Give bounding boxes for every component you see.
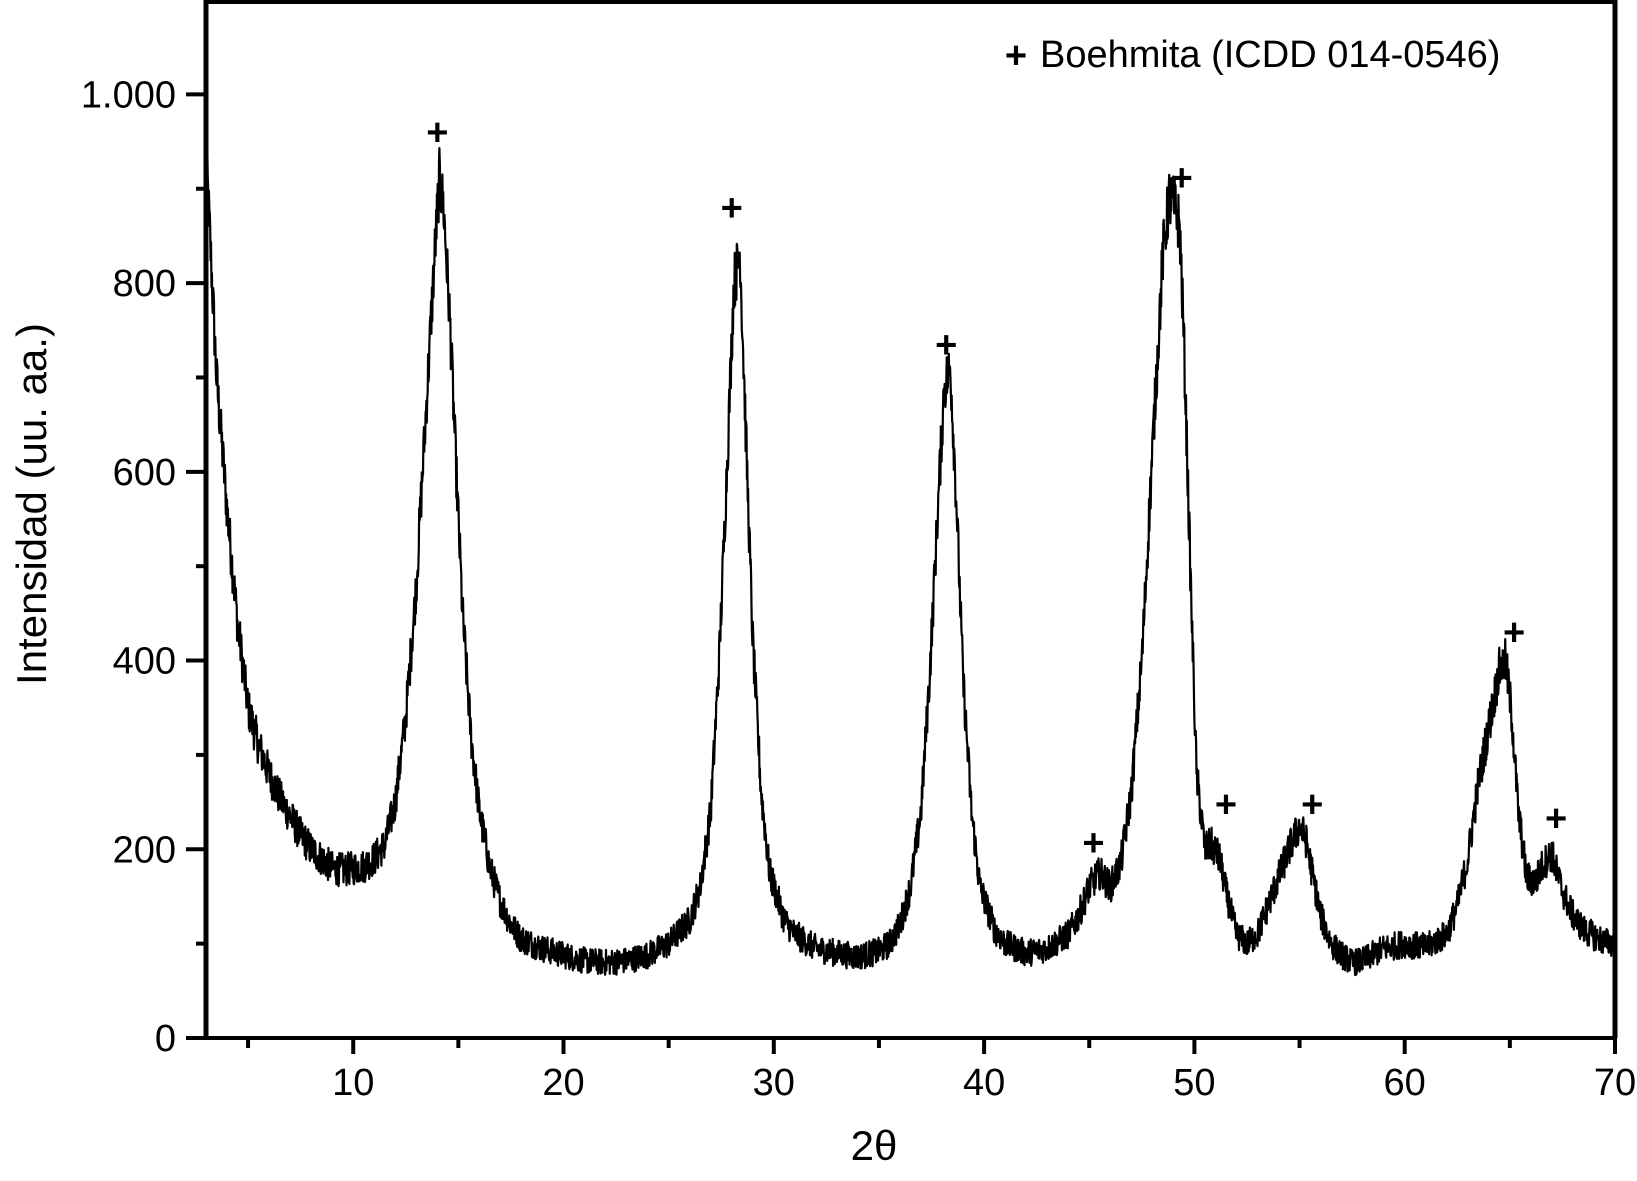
y-tick-label: 0: [155, 1018, 176, 1060]
y-tick-label: 600: [113, 452, 176, 494]
x-tick-label: 10: [332, 1062, 374, 1104]
peak-marker: +: [1171, 157, 1193, 199]
x-tick-label: 50: [1173, 1062, 1215, 1104]
y-tick-label: 1.000: [81, 74, 176, 116]
peak-marker: +: [721, 188, 743, 230]
y-tick-label: 400: [113, 641, 176, 683]
peak-marker: +: [1215, 784, 1237, 826]
peak-markers: + + + + + + + + +: [426, 112, 1567, 865]
x-ticks: 10 20 30 40 50 60 70: [246, 1038, 1636, 1104]
x-tick-label: 20: [542, 1062, 584, 1104]
y-tick-label: 200: [113, 829, 176, 871]
legend: + Boehmita (ICDD 014-0546): [1005, 34, 1501, 77]
peak-marker: +: [1082, 823, 1104, 865]
peak-marker: +: [1301, 784, 1323, 826]
x-axis-title: 2θ: [851, 1122, 898, 1169]
x-tick-label: 40: [963, 1062, 1005, 1104]
diffraction-pattern-line: [204, 141, 1617, 977]
peak-marker: +: [426, 112, 448, 154]
x-tick-label: 60: [1384, 1062, 1426, 1104]
legend-marker: +: [1005, 35, 1027, 77]
peak-marker: +: [935, 324, 957, 366]
y-ticks: 0 200 400 600 800 1.000: [81, 74, 206, 1060]
y-tick-label: 800: [113, 263, 176, 305]
x-tick-label: 30: [753, 1062, 795, 1104]
y-axis-title: Intensidad (uu. aa.): [8, 323, 55, 685]
peak-marker: +: [1545, 798, 1567, 840]
legend-label: Boehmita (ICDD 014-0546): [1040, 34, 1500, 76]
peak-marker: +: [1503, 612, 1525, 654]
x-tick-label: 70: [1594, 1062, 1636, 1104]
